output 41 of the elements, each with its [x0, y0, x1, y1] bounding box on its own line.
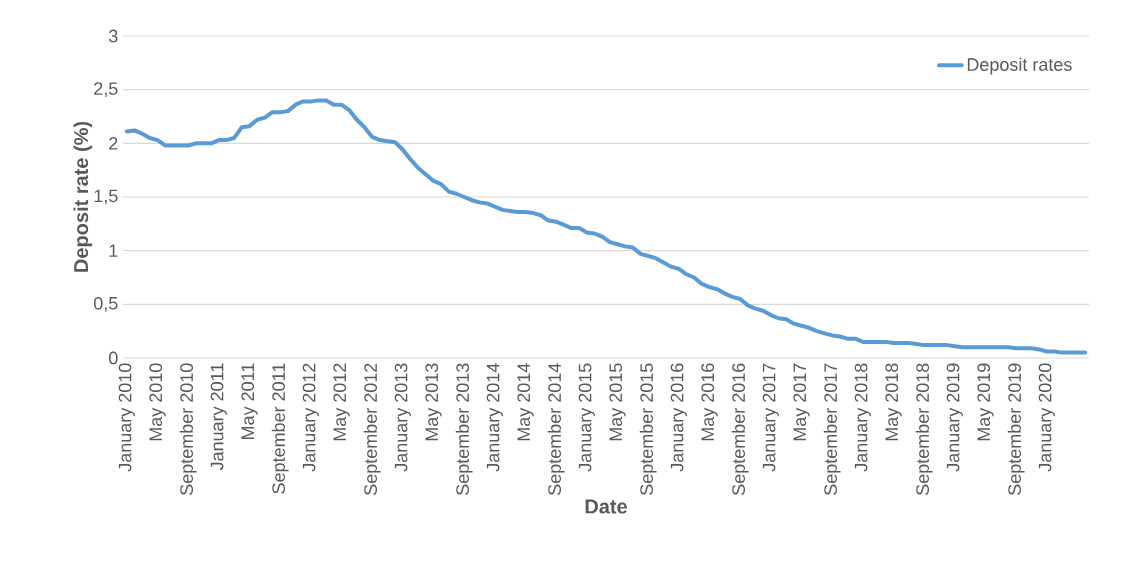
x-tick-label: September 2018: [915, 363, 933, 495]
y-tick-label: 1: [109, 244, 118, 257]
x-tick-label: September 2014: [547, 363, 565, 495]
x-tick-label: January 2015: [578, 363, 595, 472]
x-tick-label: May 2018: [885, 363, 902, 441]
x-tick-label: September 2010: [179, 363, 197, 495]
y-axis-title: Deposit rate (%): [73, 121, 93, 272]
x-tick-label: January 2010: [118, 363, 135, 472]
x-tick-label: May 2016: [701, 363, 718, 441]
y-tick-label: 1,5: [94, 189, 118, 205]
x-tick-label: May 2015: [609, 363, 626, 441]
x-tick-label: May 2013: [425, 363, 442, 441]
x-tick-label: September 2012: [363, 363, 381, 495]
x-tick-label: January 2020: [1038, 363, 1055, 472]
y-tick-label: 0: [109, 351, 118, 365]
x-tick-label: January 2014: [486, 363, 503, 472]
x-tick-label: September 2017: [823, 363, 841, 495]
y-tick-label: 2,5: [94, 82, 118, 98]
x-tick-label: May 2019: [977, 363, 994, 441]
legend-label: Deposit rates: [967, 57, 1072, 75]
x-tick-label: September 2016: [731, 363, 749, 495]
x-tick-label: May 2017: [793, 363, 810, 441]
x-tick-label: September 2019: [1007, 363, 1025, 495]
x-axis-title: Date: [585, 499, 627, 514]
x-tick-label: May 2012: [333, 363, 350, 441]
x-tick-label: January 2012: [302, 363, 319, 472]
x-tick-label: January 2016: [670, 363, 687, 472]
x-tick-label: September 2011: [271, 363, 289, 494]
x-tick-label: May 2011: [241, 363, 258, 439]
y-tick-label: 3: [108, 29, 118, 43]
x-tick-label: May 2014: [517, 363, 534, 441]
x-tick-label: January 2019: [946, 363, 963, 472]
x-tick-label: May 2010: [149, 363, 166, 441]
x-tick-label: January 2013: [394, 363, 411, 472]
y-tick-label: 0,5: [93, 296, 118, 312]
x-tick-label: January 2017: [762, 363, 779, 472]
x-tick-label: January 2018: [854, 363, 871, 472]
x-tick-label: September 2013: [455, 363, 473, 495]
y-tick-label: 2: [109, 137, 118, 150]
x-tick-label: January 2011: [210, 363, 227, 471]
x-tick-label: September 2015: [639, 363, 657, 495]
